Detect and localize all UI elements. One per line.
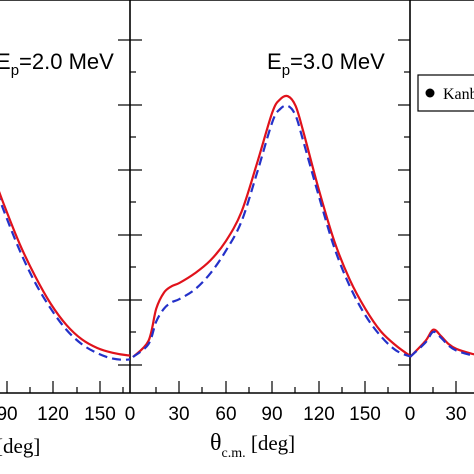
panel-label-left: Ep=2.0 MeV <box>0 49 114 79</box>
x-label-unit: [deg] <box>246 431 296 455</box>
series-line-panel0-dashed <box>0 197 130 361</box>
x-tick-labels-left: 90 120 150 0 <box>0 404 135 425</box>
legend-marker-circle <box>425 88 435 98</box>
series-line-panel0-solid <box>0 190 130 357</box>
x-tick-labels-middle: 30 60 90 120 150 <box>168 404 380 425</box>
y-ticks-middle <box>130 39 142 366</box>
x-tick-label: 120 <box>37 404 69 425</box>
legend: Kanb <box>417 74 474 112</box>
x-tick-label: 30 <box>168 404 189 425</box>
x-tick-label: 60 <box>215 404 236 425</box>
legend-label: Kanb <box>443 86 474 103</box>
x-axis-label-middle: θc.m. [deg] <box>210 430 295 461</box>
series-line-panel1-dashed <box>132 104 410 358</box>
panel-left-frame <box>0 0 130 394</box>
x-tick-label: 150 <box>84 404 116 425</box>
y-ticks-left-panel-right-edge <box>118 39 130 366</box>
x-tick-label: 90 <box>0 404 18 425</box>
x-tick-label: 0 <box>405 404 416 425</box>
x-tick-label: 30 <box>445 404 466 425</box>
svg-text:θc.m. [deg]: θc.m. [deg] <box>210 430 295 461</box>
y-ticks-right-side-of-middle <box>398 39 410 366</box>
x-tick-label: 0 <box>125 404 136 425</box>
series-line-panel1-solid <box>132 94 410 358</box>
x-tick-labels-right: 0 30 <box>405 404 467 425</box>
panel-middle-frame <box>129 0 410 394</box>
x-tick-label: 120 <box>303 404 335 425</box>
curves-layer <box>0 94 474 361</box>
x-ticks-middle <box>155 381 389 393</box>
x-ticks-left <box>6 381 124 393</box>
x-axis-label-left: [deg] <box>0 434 40 458</box>
x-label-subscript: c.m. <box>222 446 246 461</box>
panel-right-frame <box>409 0 474 394</box>
panel-label-middle: Ep=3.0 MeV <box>267 49 385 79</box>
theta-symbol: θ <box>210 430 222 456</box>
x-ticks-right <box>432 381 457 393</box>
x-tick-label: 150 <box>349 404 381 425</box>
series-line-panel2-dashed <box>410 330 474 358</box>
x-tick-label: 90 <box>261 404 282 425</box>
